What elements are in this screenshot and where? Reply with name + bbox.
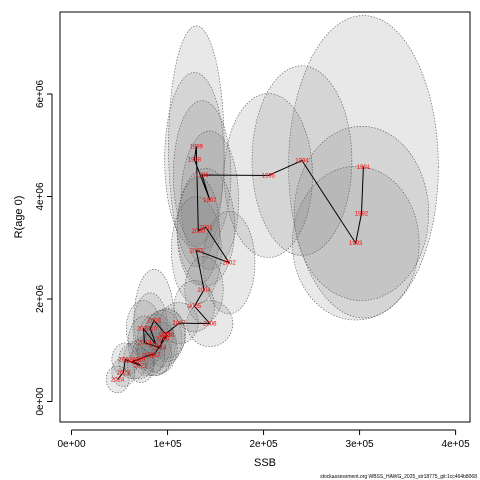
year-label-2024: 2024 bbox=[111, 377, 125, 383]
year-label-1997: 1997 bbox=[203, 198, 217, 204]
year-label-2021: 2021 bbox=[134, 364, 148, 370]
year-label-2006: 2006 bbox=[203, 322, 217, 328]
year-label-1993: 1993 bbox=[349, 241, 363, 247]
plot-frame bbox=[59, 11, 471, 423]
year-label-2001: 2001 bbox=[199, 225, 213, 231]
year-label-1996: 1996 bbox=[195, 173, 209, 179]
year-label-1992: 1992 bbox=[355, 211, 369, 217]
year-label-2023: 2023 bbox=[117, 370, 131, 376]
year-labels: 1991 1992 1993 1994 1995 1996 1997 1998 1999 2000… bbox=[111, 144, 371, 383]
confidence-ellipse-1991 bbox=[288, 15, 439, 319]
year-label-2008: 2008 bbox=[159, 332, 173, 338]
year-label-2011: 2011 bbox=[150, 343, 164, 349]
year-label-2003: 2003 bbox=[190, 248, 204, 254]
x-tick-label-1e+05: 1e+05 bbox=[153, 439, 182, 450]
year-label-1991: 1991 bbox=[357, 165, 371, 171]
year-label-1998: 1998 bbox=[188, 158, 202, 164]
x-tick-label-4e+05: 4e+05 bbox=[442, 439, 471, 450]
stock-recruitment-trajectory bbox=[117, 146, 364, 380]
footer-text: stockassessment.org WBSS_HAWG_2025_str18… bbox=[320, 474, 477, 480]
year-label-2015: 2015 bbox=[156, 336, 170, 342]
x-axis: 0e+00 1e+05 2e+05 3e+05 4e+05 bbox=[57, 429, 471, 450]
y-tick-label-0e+00: 0e+00 bbox=[35, 387, 46, 416]
year-label-1994: 1994 bbox=[295, 159, 309, 165]
year-label-2018: 2018 bbox=[142, 353, 156, 359]
year-label-2016: 2016 bbox=[161, 333, 175, 339]
year-label-1995: 1995 bbox=[262, 173, 276, 179]
year-label-2019: 2019 bbox=[132, 357, 146, 363]
year-label-2020: 2020 bbox=[126, 359, 140, 365]
x-tick-label-2e+05: 2e+05 bbox=[250, 439, 279, 450]
year-label-2010: 2010 bbox=[144, 327, 158, 333]
year-label-2009: 2009 bbox=[147, 319, 161, 325]
x-tick-label-0e+00: 0e+00 bbox=[57, 439, 86, 450]
year-label-2017: 2017 bbox=[147, 352, 161, 358]
year-label-2004: 2004 bbox=[197, 288, 211, 294]
y-tick-label-6e+06: 6e+06 bbox=[35, 80, 46, 109]
x-axis-title: SSB bbox=[254, 457, 276, 469]
year-label-2013: 2013 bbox=[138, 341, 152, 347]
year-label-2002: 2002 bbox=[222, 261, 236, 267]
y-tick-label-4e+06: 4e+06 bbox=[35, 182, 46, 211]
y-axis: 0e+00 2e+06 4e+06 6e+06 bbox=[35, 80, 53, 416]
y-axis-title: R(age 0) bbox=[13, 196, 25, 239]
year-label-2005: 2005 bbox=[188, 304, 202, 310]
year-label-2000: 2000 bbox=[192, 229, 206, 235]
x-tick-label-3e+05: 3e+05 bbox=[346, 439, 375, 450]
year-label-2007: 2007 bbox=[172, 321, 186, 327]
year-label-2022: 2022 bbox=[119, 357, 133, 363]
year-label-2014: 2014 bbox=[153, 346, 167, 352]
year-label-2012: 2012 bbox=[137, 327, 151, 333]
year-label-1999: 1999 bbox=[190, 144, 204, 150]
y-tick-label-2e+06: 2e+06 bbox=[35, 285, 46, 314]
